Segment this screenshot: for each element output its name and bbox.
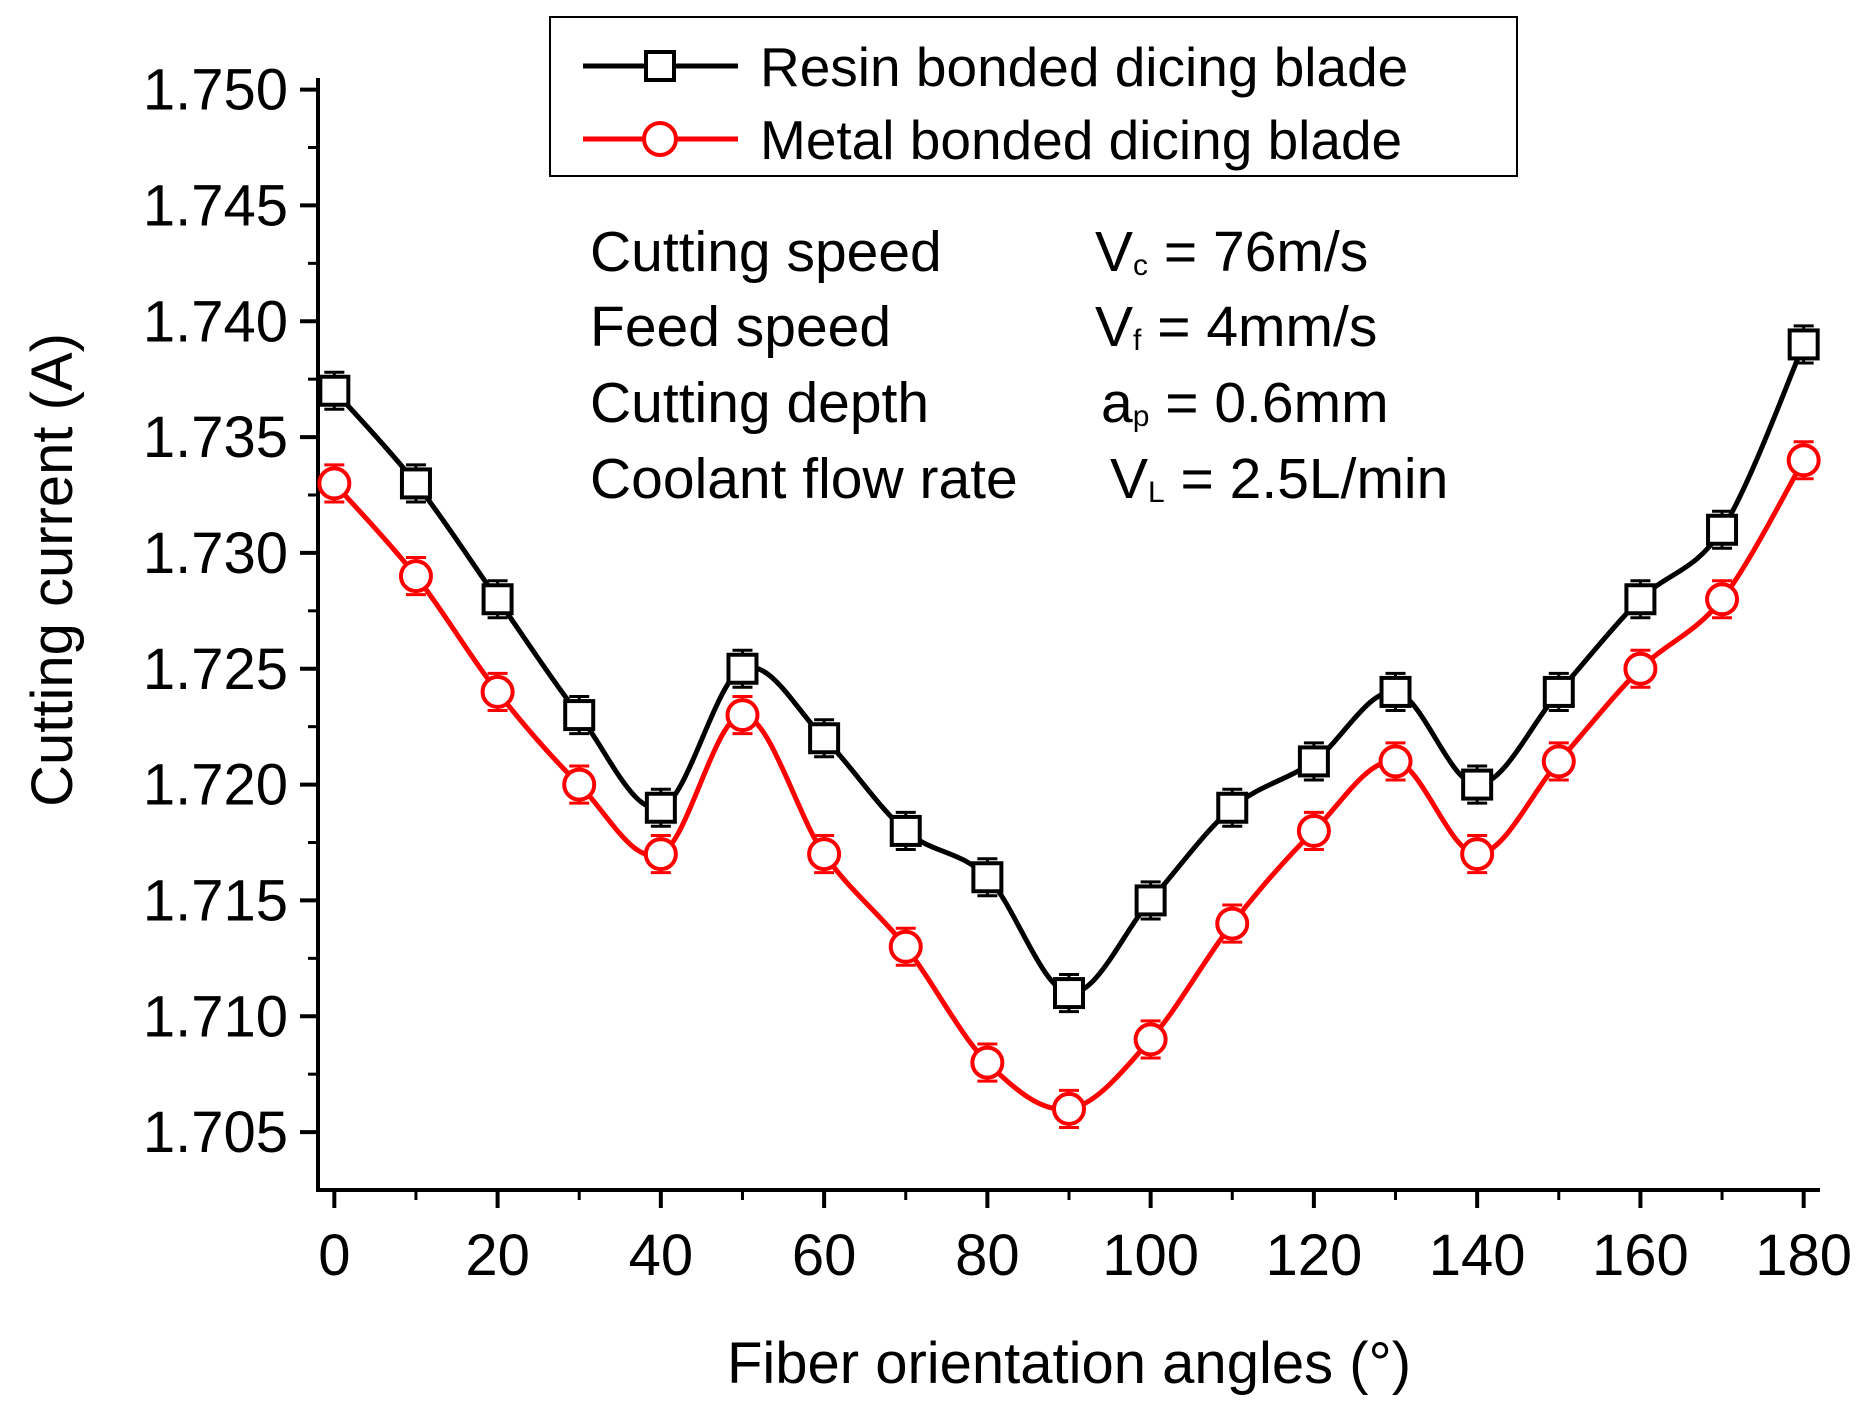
x-tick-label: 100 [1102, 1223, 1199, 1288]
data-point [1623, 651, 1658, 686]
y-tick-label: 1.730 [143, 521, 288, 586]
data-point [1461, 768, 1494, 801]
data-point [1541, 744, 1576, 779]
data-point [1378, 744, 1413, 779]
data-point [563, 699, 596, 732]
data-point [1216, 791, 1249, 824]
y-tick-label: 1.720 [143, 753, 288, 818]
data-point [726, 652, 759, 685]
data-point [807, 837, 842, 872]
data-point [1460, 837, 1495, 872]
data-point [1296, 813, 1331, 848]
data-point [318, 374, 351, 407]
annotation-label: Coolant flow rate [590, 447, 1018, 511]
annotation-value: ap = 0.6mm [1101, 371, 1389, 435]
conditions-annotation: Cutting speed Vc = 76m/s Feed speed Vf =… [590, 220, 1448, 511]
data-point [1705, 582, 1740, 617]
data-point [643, 837, 678, 872]
data-point [1134, 884, 1167, 917]
x-axis-title: Fiber orientation angles (°) [727, 1331, 1411, 1396]
y-tick-label: 1.735 [143, 405, 288, 470]
legend-box [549, 16, 1518, 177]
y-tick-label: 1.710 [143, 984, 288, 1049]
x-tick-label: 180 [1755, 1223, 1852, 1288]
annotation-value: Vf = 4mm/s [1095, 295, 1377, 359]
x-tick-label: 160 [1592, 1223, 1689, 1288]
data-point [1133, 1022, 1168, 1057]
annotation-value: Vc = 76m/s [1095, 220, 1368, 284]
data-point [808, 722, 841, 755]
series-resin [318, 324, 1820, 1014]
data-point [1052, 1091, 1086, 1126]
data-point [1542, 675, 1575, 708]
series-line [332, 343, 1806, 996]
x-tick-label: 60 [792, 1223, 857, 1288]
legend-label-metal: Metal bonded dicing blade [760, 109, 1402, 171]
data-point [1706, 513, 1739, 546]
annotation-value: VL = 2.5L/min [1110, 447, 1448, 511]
data-point [889, 814, 922, 847]
x-tick-label: 80 [955, 1223, 1020, 1288]
x-tick-label: 120 [1266, 1223, 1363, 1288]
data-point [1215, 906, 1250, 941]
data-point [644, 791, 677, 824]
y-tick-label: 1.725 [143, 637, 288, 702]
data-point [481, 583, 514, 616]
data-point [970, 1045, 1005, 1080]
x-tick-label: 0 [318, 1223, 350, 1288]
series-metal [317, 440, 1821, 1129]
legend-marker-metal [642, 121, 678, 157]
data-point [562, 767, 597, 802]
data-point [1624, 583, 1657, 616]
annotation-label: Cutting depth [590, 371, 929, 435]
data-point [725, 698, 760, 733]
data-point [399, 467, 432, 500]
x-tick-label: 40 [629, 1223, 694, 1288]
annotation-label: Cutting speed [590, 220, 942, 284]
legend-marker-resin [644, 50, 676, 82]
y-tick-label: 1.705 [143, 1100, 288, 1165]
data-point [971, 861, 1004, 894]
y-ticks: 1.705 1.710 1.715 1.720 1.725 1.730 1.735 1.740… [143, 58, 318, 1165]
data-point [1379, 675, 1412, 708]
x-ticks: 0 20 40 60 80 100 120 140 160 180 [318, 1190, 1852, 1288]
data-point [1297, 745, 1330, 778]
x-tick-label: 20 [465, 1223, 530, 1288]
axes [316, 78, 1820, 1192]
data-point [398, 559, 433, 594]
y-tick-label: 1.750 [143, 58, 288, 123]
data-point [1787, 328, 1820, 361]
x-tick-label: 140 [1429, 1223, 1526, 1288]
y-tick-label: 1.740 [143, 289, 288, 354]
y-tick-label: 1.715 [143, 868, 288, 933]
data-point [317, 466, 352, 501]
data-point [480, 674, 515, 709]
data-point [1786, 443, 1821, 478]
data-point [888, 929, 923, 964]
y-tick-label: 1.745 [143, 173, 288, 238]
data-point [1053, 977, 1085, 1010]
series-layer [317, 324, 1821, 1129]
legend: Resin bonded dicing blade Metal bonded d… [549, 16, 1518, 177]
annotation-label: Feed speed [590, 295, 891, 359]
y-axis-title: Cutting current (A) [20, 333, 85, 807]
legend-label-resin: Resin bonded dicing blade [760, 36, 1408, 98]
